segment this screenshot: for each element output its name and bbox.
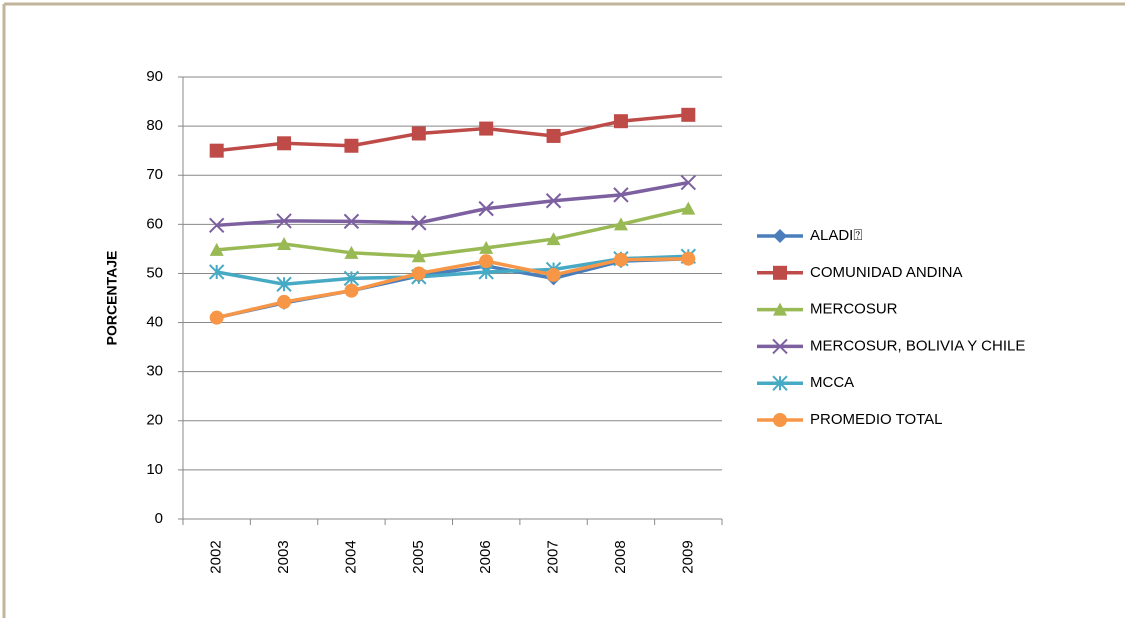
series <box>209 107 696 158</box>
series <box>208 174 697 234</box>
series-line <box>216 256 689 320</box>
y-tick-label: 0 <box>155 510 163 527</box>
marker <box>209 143 224 158</box>
marker <box>773 229 787 243</box>
marker <box>545 193 562 209</box>
marker <box>773 413 787 427</box>
marker <box>479 240 494 254</box>
y-tick-label: 70 <box>146 166 163 183</box>
x-tick-label: 2007 <box>545 540 562 573</box>
legend-label: MERCOSUR, BOLIVIA Y CHILE <box>810 337 1025 354</box>
marker <box>277 136 292 151</box>
marker <box>613 187 629 203</box>
x-tick-label: 2009 <box>679 540 696 573</box>
legend-label: ALADI⍰ <box>810 227 862 244</box>
marker <box>772 338 788 355</box>
marker <box>343 270 360 287</box>
marker <box>208 217 225 234</box>
marker <box>773 302 787 316</box>
x-tick-label: 2003 <box>275 540 292 573</box>
marker <box>411 249 426 263</box>
marker <box>276 276 292 292</box>
marker <box>681 251 696 266</box>
y-tick-label: 20 <box>146 412 163 429</box>
marker <box>209 242 224 256</box>
marker <box>411 215 427 231</box>
y-tick-label: 40 <box>146 314 163 331</box>
marker <box>613 217 628 231</box>
legend-label: MERCOSUR <box>810 301 898 318</box>
y-tick-label: 10 <box>146 461 163 478</box>
marker <box>209 310 224 325</box>
series-line <box>216 206 689 259</box>
series <box>209 201 696 263</box>
legend-label: MCCA <box>810 374 854 391</box>
marker <box>479 121 494 136</box>
y-tick-label: 30 <box>146 363 163 380</box>
marker <box>411 126 426 141</box>
marker <box>276 213 292 229</box>
marker <box>411 266 426 281</box>
marker <box>344 138 359 153</box>
y-tick-label: 60 <box>146 215 163 232</box>
x-tick-label: 2006 <box>477 540 494 573</box>
marker <box>546 128 561 143</box>
marker <box>546 232 561 246</box>
y-tick-label: 90 <box>146 68 163 85</box>
marker <box>344 245 359 259</box>
marker <box>681 201 696 215</box>
marker <box>344 283 359 298</box>
marker <box>479 254 494 269</box>
marker <box>772 375 788 391</box>
x-tick-label: 2002 <box>208 540 225 573</box>
marker <box>277 236 292 250</box>
marker <box>277 294 292 309</box>
y-tick-label: 50 <box>146 264 163 281</box>
x-tick-label: 2004 <box>342 540 359 573</box>
series <box>209 251 696 325</box>
x-tick-label: 2005 <box>410 540 427 573</box>
legend-label: PROMEDIO TOTAL <box>810 411 943 428</box>
marker <box>773 265 787 280</box>
marker <box>613 114 628 129</box>
marker <box>613 252 628 267</box>
y-axis-label: PORCENTAJE <box>104 251 120 346</box>
marker <box>680 174 697 191</box>
marker <box>208 264 225 280</box>
legend-label: COMUNIDAD ANDINA <box>810 264 963 281</box>
y-tick-label: 80 <box>146 117 163 134</box>
marker <box>343 213 360 230</box>
marker <box>478 200 494 217</box>
marker <box>681 107 696 122</box>
series-line <box>216 180 689 228</box>
series-line <box>216 113 689 153</box>
x-tick-label: 2008 <box>612 540 629 573</box>
marker <box>546 267 561 282</box>
